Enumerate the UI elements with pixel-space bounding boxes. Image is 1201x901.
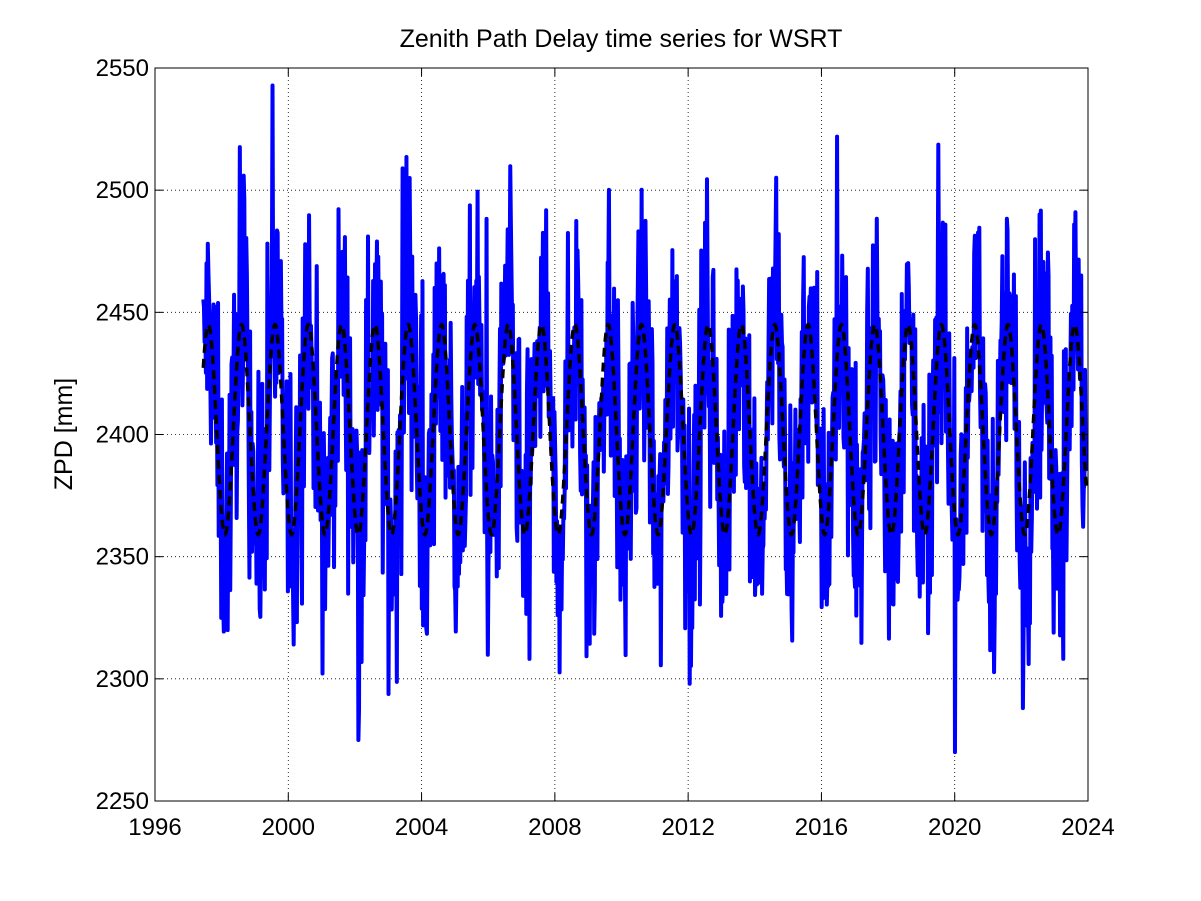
zpd-series-seasonal-fit: [201, 322, 1089, 537]
y-tick-label: 2450: [96, 299, 149, 326]
chart-title: Zenith Path Delay time series for WSRT: [400, 25, 843, 53]
x-tick-label: 2024: [1061, 814, 1114, 841]
x-tick-label: 2020: [928, 814, 981, 841]
y-tick-label: 2400: [96, 422, 149, 449]
y-axis-label: ZPD [mm]: [50, 378, 78, 491]
y-tick-label: 2550: [96, 55, 149, 82]
x-tick-label: 2012: [661, 814, 714, 841]
zpd-series-observed: [201, 83, 1089, 755]
x-tick-label: 2016: [795, 814, 848, 841]
y-tick-label: 2500: [96, 177, 149, 204]
seasonal-fit-line: [201, 322, 1089, 537]
y-tick-label: 2250: [96, 788, 149, 815]
x-tick-label: 2000: [262, 814, 315, 841]
x-tick-label: 2008: [528, 814, 581, 841]
x-tick-label: 1996: [128, 814, 181, 841]
y-tick-label: 2300: [96, 666, 149, 693]
observed-zpd-line: [201, 83, 1089, 755]
y-tick-label: 2350: [96, 544, 149, 571]
x-tick-label: 2004: [395, 814, 448, 841]
axis-ticks: 1996 2000 2004 2008 2012 2016 2020 2024 2250 2300…: [96, 55, 1115, 841]
